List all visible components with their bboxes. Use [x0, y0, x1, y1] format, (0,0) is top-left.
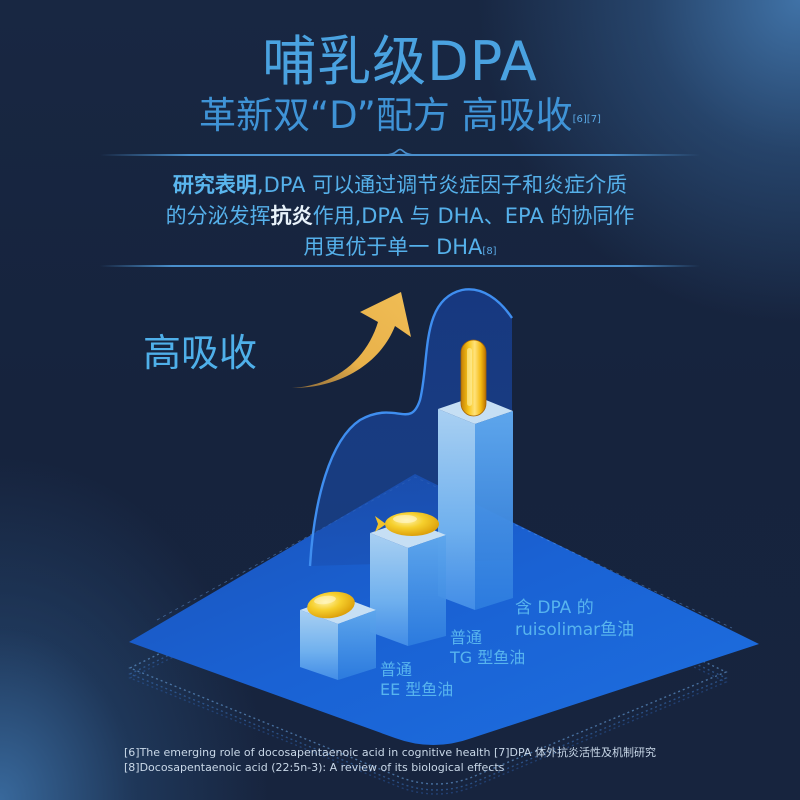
bar-label-dpa: 含 DPA 的 ruisolimar鱼油	[515, 597, 634, 641]
description-reference: [8]	[482, 246, 497, 257]
divider-top	[100, 154, 700, 156]
bar-label-ee-line2: EE 型鱼油	[380, 680, 454, 699]
page-title: 哺乳级DPA	[262, 30, 538, 93]
description-line-1: 研究表明,DPA 可以通过调节炎症因子和炎症介质	[120, 170, 680, 201]
description-line-3-text: 用更优于单一 DHA	[303, 235, 483, 259]
divider-notch-icon	[385, 148, 415, 156]
bar-label-ee: 普通 EE 型鱼油	[380, 660, 453, 700]
oval-capsule-icon	[307, 591, 355, 619]
divider-bottom	[100, 265, 700, 267]
subtitle-reference: [6][7]	[572, 114, 601, 125]
description-highlight: 抗炎	[270, 204, 313, 228]
bar-label-ee-line1: 普通	[380, 660, 413, 679]
bar-label-tg-line2: TG 型鱼油	[450, 648, 526, 667]
description-line-2-pre: 的分泌发挥	[165, 204, 271, 228]
bar-label-tg: 普通 TG 型鱼油	[450, 628, 525, 668]
up-arrow-icon	[292, 292, 411, 388]
bar-label-dpa-line1: 含 DPA 的	[515, 598, 594, 618]
bar-dpa-fishoil	[438, 396, 513, 610]
description-line-3: 用更优于单一 DHA[8]	[120, 232, 680, 263]
wave-curve	[308, 288, 513, 567]
oblong-capsule-icon	[460, 339, 487, 417]
page-subtitle: 革新双“D”配方 高吸收[6][7]	[0, 92, 800, 140]
description-line-2-post: 作用,DPA 与 DHA、EPA 的协同作	[312, 204, 635, 228]
bar-label-tg-line1: 普通	[450, 628, 483, 647]
bar-label-dpa-line2: ruisolimar鱼油	[515, 620, 635, 640]
references: [6]The emerging role of docosapentaenoic…	[124, 745, 764, 775]
description-line-1-text: ,DPA 可以通过调节炎症因子和炎症介质	[256, 173, 628, 197]
reference-line-2: [8]Docosapentaenoic acid (22:5n-3): A re…	[124, 761, 505, 774]
fish-capsule-icon	[375, 512, 439, 536]
bar-tg-fishoil	[370, 520, 446, 646]
reference-line-1: [6]The emerging role of docosapentaenoic…	[124, 746, 656, 759]
subtitle-text: 革新双“D”配方 高吸收	[199, 94, 573, 137]
feature-label: 高吸收	[143, 331, 258, 375]
description-line-2: 的分泌发挥抗炎作用,DPA 与 DHA、EPA 的协同作	[120, 201, 680, 232]
description-lead: 研究表明	[172, 173, 257, 197]
description-block: 研究表明,DPA 可以通过调节炎症因子和炎症介质 的分泌发挥抗炎作用,DPA 与…	[120, 170, 680, 263]
